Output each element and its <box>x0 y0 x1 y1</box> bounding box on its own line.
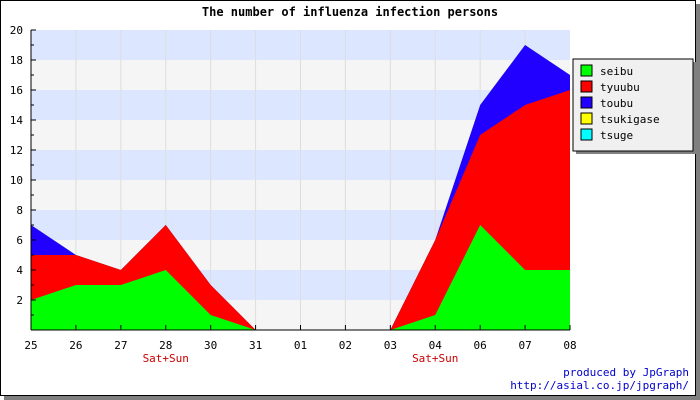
series-areas <box>31 45 570 330</box>
x-tick-label: 04 <box>429 339 443 352</box>
x-annotation-label: Sat+Sun <box>412 352 458 365</box>
credit-line-2: http://asial.co.jp/jpgraph/ <box>510 379 689 392</box>
x-annotation-label: Sat+Sun <box>143 352 189 365</box>
axes: 2 4 6 8 10 12 14 16 18 20 25 26 27 28 30 31 01 02 03 04 06 07… <box>10 24 577 365</box>
y-tick-label: 10 <box>10 174 23 187</box>
x-tick-label: 03 <box>384 339 397 352</box>
x-tick-label: 01 <box>294 339 307 352</box>
y-tick-label: 16 <box>10 84 23 97</box>
x-tick-label: 31 <box>249 339 262 352</box>
legend-swatch-seibu <box>580 64 593 77</box>
y-tick-label: 20 <box>10 24 23 37</box>
legend-label-toubu: toubu <box>600 97 633 110</box>
y-tick-label: 2 <box>16 294 23 307</box>
legend-swatch-toubu <box>580 96 593 109</box>
x-tick-label: 07 <box>518 339 531 352</box>
y-tick-label: 14 <box>10 114 24 127</box>
legend-label-seibu: seibu <box>600 65 633 78</box>
x-tick-label: 08 <box>563 339 576 352</box>
legend: seibu tyuubu toubu tsukigase tsuge <box>572 58 696 154</box>
legend-label-tsukigase: tsukigase <box>600 113 660 126</box>
chart-title: The number of influenza infection person… <box>202 5 498 19</box>
x-tick-label: 25 <box>24 339 37 352</box>
x-tick-label: 28 <box>159 339 172 352</box>
legend-label-tyuubu: tyuubu <box>600 81 640 94</box>
legend-box <box>572 58 694 152</box>
x-tick-label: 27 <box>114 339 127 352</box>
x-tick-label: 26 <box>69 339 82 352</box>
legend-swatch-tsuge <box>580 128 593 141</box>
credits: produced by JpGraph http://asial.co.jp/j… <box>510 366 689 392</box>
y-tick-label: 4 <box>16 264 23 277</box>
legend-label-tsuge: tsuge <box>600 129 633 142</box>
y-tick-label: 12 <box>10 144 23 157</box>
series-area-seibu <box>31 225 570 330</box>
x-tick-label: 06 <box>474 339 487 352</box>
y-tick-label: 18 <box>10 54 23 67</box>
y-tick-label: 8 <box>16 204 23 217</box>
x-tick-label: 02 <box>339 339 352 352</box>
legend-swatch-tyuubu <box>580 80 593 93</box>
legend-swatch-tsukigase <box>580 112 593 125</box>
credit-line-1: produced by JpGraph <box>563 366 689 379</box>
y-tick-label: 6 <box>16 234 23 247</box>
x-tick-label: 30 <box>204 339 217 352</box>
